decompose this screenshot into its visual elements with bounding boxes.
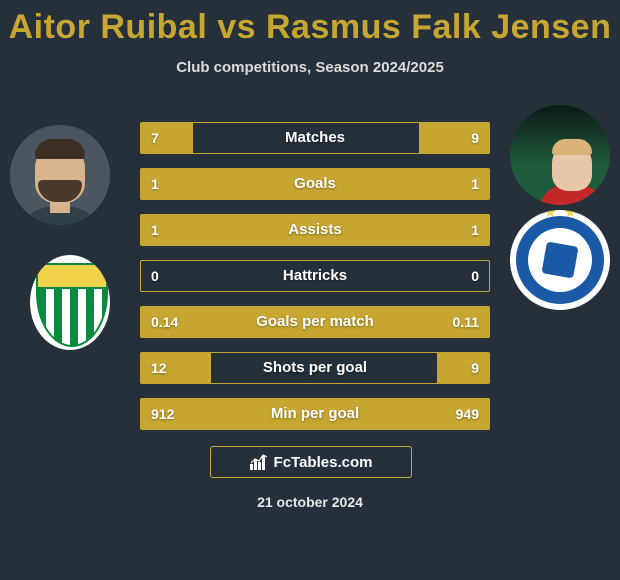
brand-text: FcTables.com: [274, 454, 373, 471]
stat-label: Assists: [141, 215, 489, 245]
stat-label: Goals: [141, 169, 489, 199]
stat-label: Min per goal: [141, 399, 489, 429]
brand-box[interactable]: FcTables.com: [210, 446, 412, 478]
stat-row: 0.140.11Goals per match: [140, 306, 490, 338]
bar-chart-icon: [250, 454, 268, 470]
stat-row: 00Hattricks: [140, 260, 490, 292]
club-right-crest: ★ ★: [510, 210, 610, 310]
stat-row: 912949Min per goal: [140, 398, 490, 430]
stat-label: Hattricks: [141, 261, 489, 291]
stats-table: 79Matches 11Goals 11Assists 00Hattricks 0.14…: [140, 122, 490, 444]
page-title: Aitor Ruibal vs Rasmus Falk Jensen: [0, 0, 620, 47]
stat-label: Goals per match: [141, 307, 489, 337]
stat-row: 79Matches: [140, 122, 490, 154]
club-left-crest: [30, 255, 110, 350]
stat-label: Shots per goal: [141, 353, 489, 383]
player-left-avatar: [10, 125, 110, 225]
stat-row: 11Assists: [140, 214, 490, 246]
comparison-card: Aitor Ruibal vs Rasmus Falk Jensen Club …: [0, 0, 620, 580]
stat-label: Matches: [141, 123, 489, 153]
player-right-avatar: [510, 105, 610, 205]
comparison-date: 21 october 2024: [0, 494, 620, 510]
page-subtitle: Club competitions, Season 2024/2025: [0, 59, 620, 76]
stat-row: 129Shots per goal: [140, 352, 490, 384]
stat-row: 11Goals: [140, 168, 490, 200]
